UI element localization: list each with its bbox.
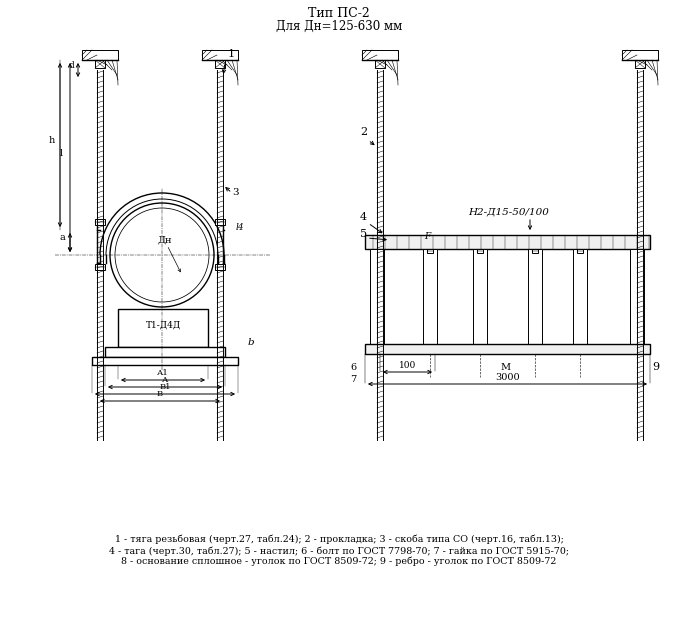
Bar bbox=[95, 264, 105, 270]
Bar bbox=[375, 60, 385, 68]
Text: 3000: 3000 bbox=[495, 373, 520, 382]
Text: Т1-Д4Д: Т1-Д4Д bbox=[145, 321, 181, 329]
Text: М: М bbox=[500, 363, 510, 372]
Bar bbox=[362, 50, 398, 60]
Text: l4: l4 bbox=[236, 223, 244, 232]
Bar bbox=[215, 219, 225, 225]
Text: 7: 7 bbox=[350, 375, 356, 384]
Text: 5: 5 bbox=[360, 229, 367, 239]
Bar bbox=[622, 50, 658, 60]
Bar bbox=[630, 249, 644, 344]
Text: F: F bbox=[424, 232, 430, 241]
Bar bbox=[573, 249, 587, 344]
Text: Тип ПС-2: Тип ПС-2 bbox=[308, 7, 370, 20]
Bar bbox=[370, 249, 384, 344]
Bar bbox=[105, 347, 225, 357]
Text: Н2-Д15-50/100: Н2-Д15-50/100 bbox=[468, 208, 549, 217]
Text: a: a bbox=[59, 234, 65, 242]
Text: 9: 9 bbox=[652, 362, 659, 372]
Bar bbox=[528, 249, 542, 344]
Bar bbox=[427, 249, 433, 253]
Text: 4 - тага (черт.30, табл.27); 5 - настил; 6 - болт по ГОСТ 7798-70; 7 - гайка по : 4 - тага (черт.30, табл.27); 5 - настил;… bbox=[109, 546, 569, 556]
Bar bbox=[365, 344, 650, 354]
Bar bbox=[577, 249, 583, 253]
Text: А1: А1 bbox=[157, 369, 169, 377]
Text: 4: 4 bbox=[360, 212, 367, 222]
Text: 3: 3 bbox=[232, 188, 238, 197]
Bar bbox=[423, 249, 437, 344]
Text: А: А bbox=[162, 376, 168, 384]
Bar bbox=[635, 60, 645, 68]
Bar bbox=[95, 60, 105, 68]
Bar bbox=[82, 50, 118, 60]
Bar bbox=[473, 249, 487, 344]
Text: Для Дн=125-630 мм: Для Дн=125-630 мм bbox=[276, 20, 402, 33]
Text: d: d bbox=[68, 61, 74, 70]
Bar bbox=[92, 357, 238, 365]
Bar bbox=[95, 219, 105, 225]
Bar bbox=[215, 60, 225, 68]
Text: 100: 100 bbox=[399, 361, 416, 370]
Bar bbox=[118, 309, 208, 347]
Text: В: В bbox=[157, 390, 163, 398]
Text: 8 - основание сплошное - уголок по ГОСТ 8509-72; 9 - ребро - уголок по ГОСТ 8509: 8 - основание сплошное - уголок по ГОСТ … bbox=[122, 557, 557, 566]
Text: 6: 6 bbox=[350, 363, 356, 372]
Bar bbox=[532, 249, 538, 253]
Text: 2: 2 bbox=[360, 127, 367, 137]
Text: l: l bbox=[60, 149, 62, 158]
Text: h: h bbox=[49, 136, 55, 145]
Bar bbox=[202, 50, 238, 60]
Text: Дн: Дн bbox=[157, 236, 172, 245]
Bar bbox=[477, 249, 483, 253]
Text: 1: 1 bbox=[228, 49, 235, 59]
Text: 1 - тяга резьбовая (черт.27, табл.24); 2 - прокладка; 3 - скоба типа СО (черт.16: 1 - тяга резьбовая (черт.27, табл.24); 2… bbox=[115, 535, 564, 544]
Bar bbox=[215, 264, 225, 270]
Bar bbox=[365, 235, 650, 249]
Text: В1: В1 bbox=[160, 383, 170, 391]
Text: b: b bbox=[248, 338, 255, 347]
